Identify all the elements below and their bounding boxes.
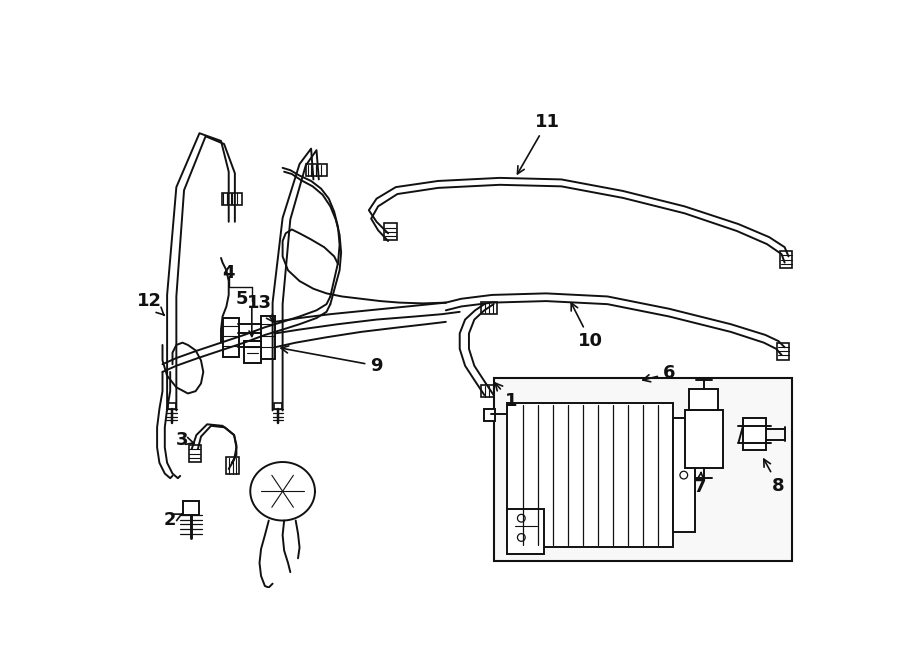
Text: 4: 4 xyxy=(222,264,235,282)
Text: 1: 1 xyxy=(495,383,518,410)
Bar xyxy=(493,378,792,561)
Bar xyxy=(508,403,673,547)
Bar xyxy=(227,457,239,475)
Bar xyxy=(481,302,498,314)
Text: 6: 6 xyxy=(643,364,675,383)
Bar xyxy=(168,403,176,409)
Text: 5: 5 xyxy=(236,290,248,308)
Bar xyxy=(685,410,723,468)
Bar xyxy=(780,251,792,268)
Bar xyxy=(222,318,239,356)
Bar xyxy=(274,403,282,409)
Text: 2: 2 xyxy=(164,511,182,529)
Bar xyxy=(307,164,327,176)
Bar xyxy=(183,501,200,515)
Text: 11: 11 xyxy=(518,112,560,174)
Bar xyxy=(384,223,397,240)
Bar xyxy=(261,317,274,359)
Bar xyxy=(743,418,766,450)
Text: 12: 12 xyxy=(137,292,164,315)
Circle shape xyxy=(518,514,526,522)
Text: 8: 8 xyxy=(764,459,785,495)
Circle shape xyxy=(680,471,688,479)
Bar xyxy=(244,341,261,363)
Bar xyxy=(481,385,498,397)
Text: 9: 9 xyxy=(281,346,382,375)
Text: 10: 10 xyxy=(572,303,603,350)
Bar xyxy=(689,389,718,410)
Text: 3: 3 xyxy=(176,431,194,449)
Bar xyxy=(508,509,544,554)
Bar xyxy=(673,418,695,532)
Bar xyxy=(777,342,789,360)
Text: 7: 7 xyxy=(694,473,706,496)
Bar xyxy=(221,192,242,205)
Bar xyxy=(189,445,201,462)
Circle shape xyxy=(518,533,526,541)
Text: 13: 13 xyxy=(247,293,274,322)
Bar xyxy=(484,409,495,421)
